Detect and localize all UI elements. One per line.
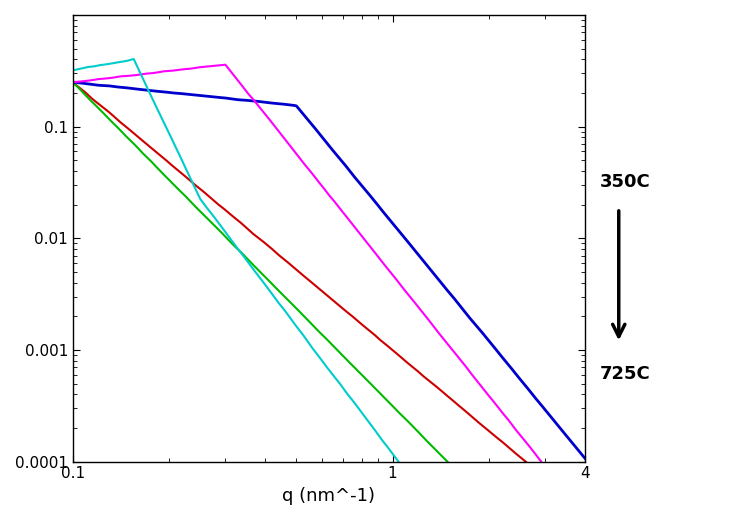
Text: 725C: 725C <box>600 366 651 383</box>
Text: 350C: 350C <box>600 173 651 191</box>
X-axis label: q (nm^-1): q (nm^-1) <box>283 487 376 505</box>
